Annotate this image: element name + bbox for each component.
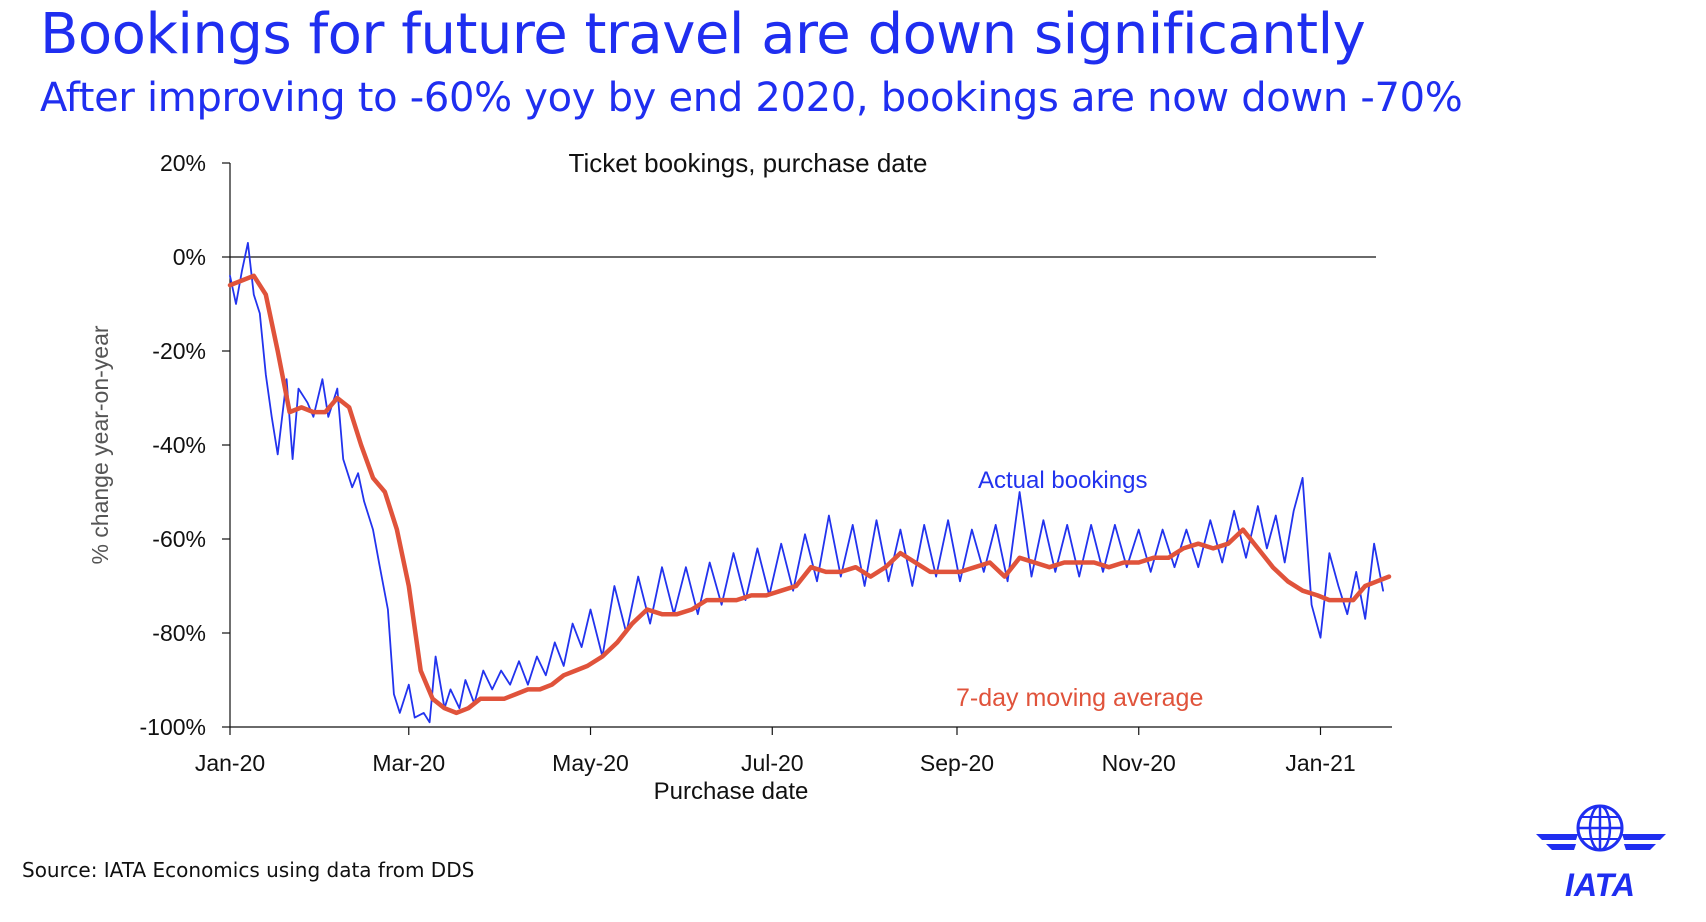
- x-tick-label: Nov-20: [1102, 750, 1176, 776]
- series-line-actual-bookings: [229, 241, 1384, 724]
- y-tick-label: -100%: [140, 714, 206, 740]
- iata-logo: IATA: [1536, 804, 1666, 903]
- page-title: Bookings for future travel are down sign…: [40, 2, 1366, 67]
- y-axis-label: % change year-on-year: [87, 325, 113, 564]
- annotation-actual-bookings: Actual bookings: [978, 467, 1147, 494]
- page-subtitle: After improving to -60% yoy by end 2020,…: [40, 75, 1463, 121]
- y-tick-label: 20%: [160, 150, 206, 176]
- chart-axes: [222, 162, 1392, 735]
- x-axis-label: Purchase date: [654, 778, 809, 805]
- wings-icon: [1536, 834, 1666, 850]
- y-tick-label: -40%: [152, 432, 206, 458]
- logo-text: IATA: [1565, 867, 1635, 903]
- y-tick-label: -60%: [152, 526, 206, 552]
- chart-title: Ticket bookings, purchase date: [569, 148, 928, 178]
- chart-labels: 20% 0% -20% -40% -60% -80% -100% Jan-20 Mar-20 Ma…: [87, 148, 1356, 805]
- x-tick-label: Jan-21: [1285, 750, 1355, 776]
- x-tick-label: May-20: [552, 750, 629, 776]
- x-tick-label: Sep-20: [920, 750, 994, 776]
- globe-icon: [1576, 804, 1624, 852]
- series-line-moving-average: [227, 273, 1392, 716]
- chart-series: [227, 241, 1392, 724]
- annotation-moving-average: 7-day moving average: [956, 684, 1203, 712]
- x-tick-label: Jan-20: [195, 750, 265, 776]
- y-tick-label: -80%: [152, 620, 206, 646]
- y-tick-label: 0%: [173, 244, 206, 270]
- x-tick-label: Mar-20: [372, 750, 445, 776]
- y-tick-label: -20%: [152, 338, 206, 364]
- x-tick-label: Jul-20: [741, 750, 804, 776]
- source-note: Source: IATA Economics using data from D…: [22, 858, 475, 882]
